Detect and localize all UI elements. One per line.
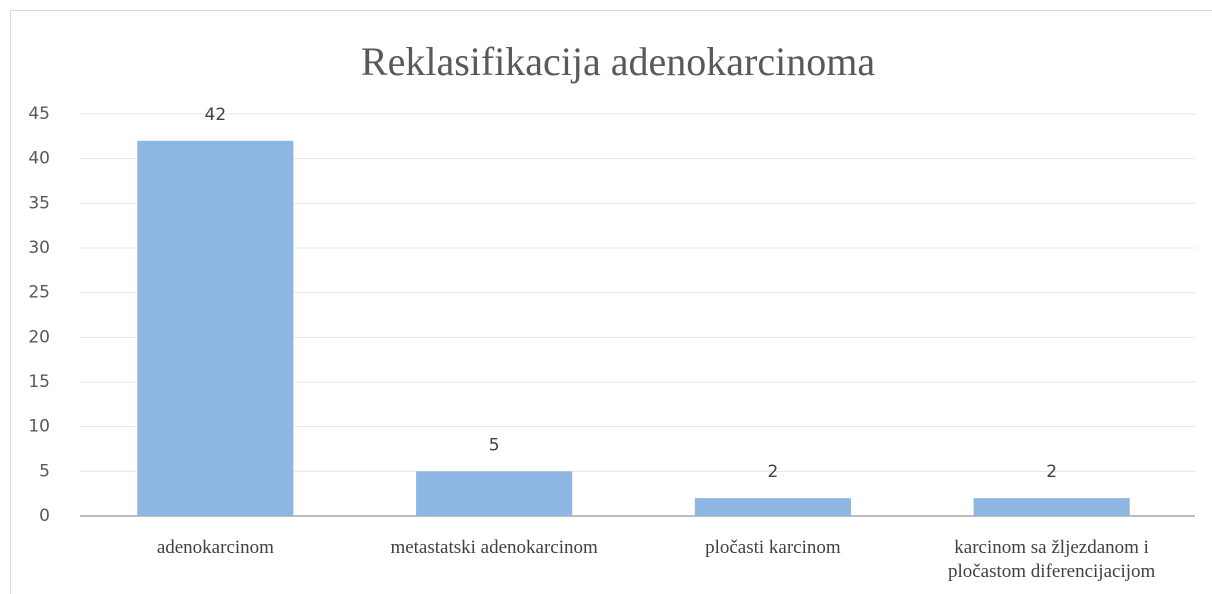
x-tick-label: pločasti karcinom [705, 537, 841, 558]
y-tick-label: 15 [28, 372, 50, 392]
y-tick-label: 40 [28, 149, 50, 169]
y-tick-label: 25 [28, 283, 50, 303]
y-tick-label: 30 [28, 238, 50, 258]
bar [416, 471, 573, 516]
y-tick-label: 5 [39, 461, 50, 481]
data-label: 2 [1046, 462, 1057, 482]
chart-border [10, 10, 1212, 594]
y-tick-label: 10 [28, 417, 50, 437]
y-tick-label: 35 [28, 193, 50, 213]
x-tick-label: adenokarcinom [156, 537, 274, 558]
bar [973, 498, 1130, 516]
x-tick-label: karcinom sa žljezdanom i pločastom difer… [947, 537, 1156, 582]
y-tick-label: 20 [28, 327, 50, 347]
data-label: 42 [205, 105, 227, 125]
y-tick-label: 45 [28, 104, 50, 124]
data-label: 5 [489, 435, 500, 455]
data-label: 2 [767, 462, 778, 482]
y-tick-label: 0 [39, 506, 50, 526]
bar [137, 140, 294, 517]
bar [694, 498, 851, 516]
x-tick-label: metastatski adenokarcinom [390, 537, 598, 558]
chart-title: Reklasifikacija adenokarcinoma [361, 39, 875, 84]
